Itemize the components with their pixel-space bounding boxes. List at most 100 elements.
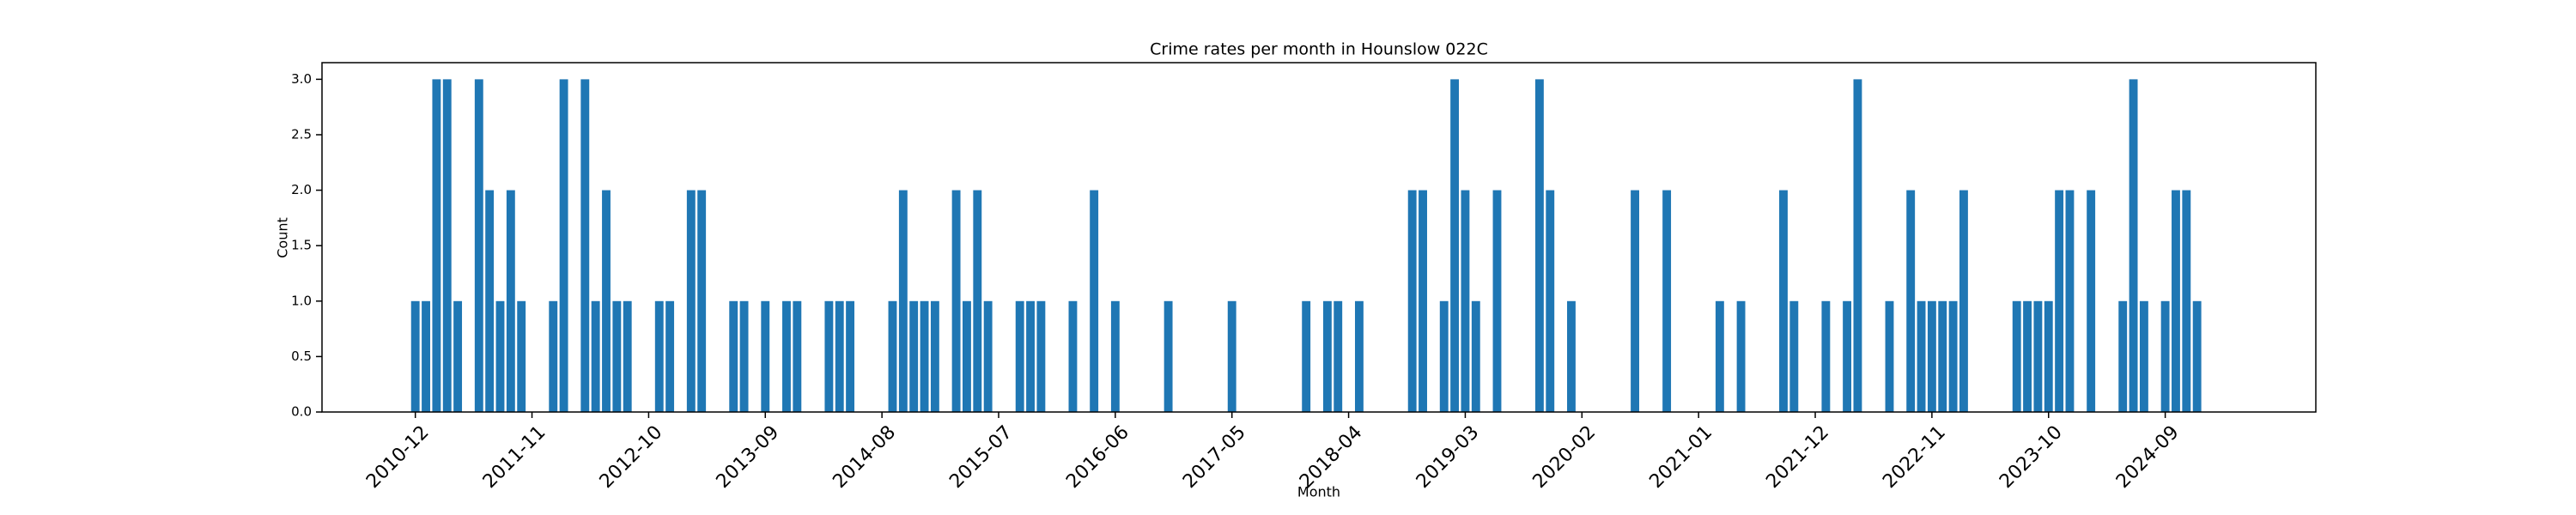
y-axis-label: Count [275,217,291,258]
x-tick-label: 2010-12 [362,421,434,493]
bar [1015,300,1024,412]
chart-title: Crime rates per month in Hounslow 022C [1150,40,1488,59]
bar [410,300,420,412]
bar [654,300,664,412]
bar [1534,79,1544,412]
bar [2055,190,2064,413]
bar [1439,300,1449,412]
bar [739,300,749,412]
x-tick-label: 2016-06 [1062,421,1133,493]
bar [1885,300,1894,412]
bar [2118,300,2128,412]
bar [729,300,738,412]
bar [1407,190,1417,413]
bar [442,79,452,412]
bar [1419,190,1427,413]
bar [485,190,495,413]
bar [2023,300,2032,412]
y-tick-label: 0.5 [291,348,312,364]
bar [2087,190,2096,413]
x-tick-label: 2017-05 [1179,421,1250,493]
bar [2129,79,2138,412]
bar [1736,300,1746,412]
x-tick-label: 2018-04 [1296,421,1367,493]
bar [2192,300,2202,412]
bar [1110,300,1120,412]
bar [686,190,696,413]
x-tick-label: 2012-10 [596,421,667,493]
bar [983,300,993,412]
bar [1302,300,1311,412]
bar [973,190,982,413]
bar [963,300,971,412]
bar [665,300,675,412]
bar [1779,190,1788,413]
bar [888,300,897,412]
bar [623,300,632,412]
y-tick-label: 2.0 [291,182,312,197]
bar [846,300,855,412]
y-tick-label: 1.0 [291,293,312,308]
bar [1906,190,1916,413]
x-tick-label: 2022-11 [1879,421,1950,493]
bar [506,190,515,413]
x-tick-label: 2015-07 [945,421,1017,493]
bar [2172,190,2180,413]
bar [549,300,558,412]
bar [1843,300,1852,412]
x-tick-label: 2021-12 [1762,421,1833,493]
bar [1853,79,1862,412]
bar [612,300,622,412]
bar [1322,300,1332,412]
y-tick-label: 2.5 [291,126,312,142]
bar [835,300,844,412]
bar [782,300,791,412]
bar [1492,190,1502,413]
bar [1821,300,1831,412]
bar [1334,300,1343,412]
bar [1567,300,1576,412]
bar [1662,190,1672,413]
y-tick-label: 1.5 [291,238,312,253]
bar [1631,190,1640,413]
bar [517,300,526,412]
bar [1917,300,1926,412]
bar [1959,190,1968,413]
x-tick-label: 2020-02 [1529,421,1601,493]
bar [761,300,770,412]
bar [697,190,707,413]
bar [1227,300,1236,412]
x-tick-label: 2023-10 [1996,421,2067,493]
bar [1471,300,1480,412]
bar [1036,300,1046,412]
bar [495,300,505,412]
bar [559,79,568,412]
x-tick-label: 2014-08 [829,421,900,493]
bar [2012,300,2021,412]
x-tick-label: 2011-11 [479,421,550,493]
y-tick-label: 0.0 [291,404,312,420]
bar [1068,300,1078,412]
bar [793,300,802,412]
bar [1026,300,1035,412]
x-tick-label: 2013-09 [713,421,784,493]
bar [1948,300,1958,412]
bar [432,79,441,412]
bar [602,190,611,413]
bar [1789,300,1799,412]
bar [2044,300,2053,412]
x-tick-label: 2019-03 [1413,421,1484,493]
bar [591,300,600,412]
bar [898,190,908,413]
bar [2182,190,2191,413]
x-tick-label: 2024-09 [2112,421,2184,493]
bar [580,79,590,412]
bar [1938,300,1947,412]
bar [1546,190,1555,413]
bar [1163,300,1173,412]
bar [1927,300,1936,412]
bar [1090,190,1099,413]
bar [930,300,939,412]
bar [453,300,463,412]
